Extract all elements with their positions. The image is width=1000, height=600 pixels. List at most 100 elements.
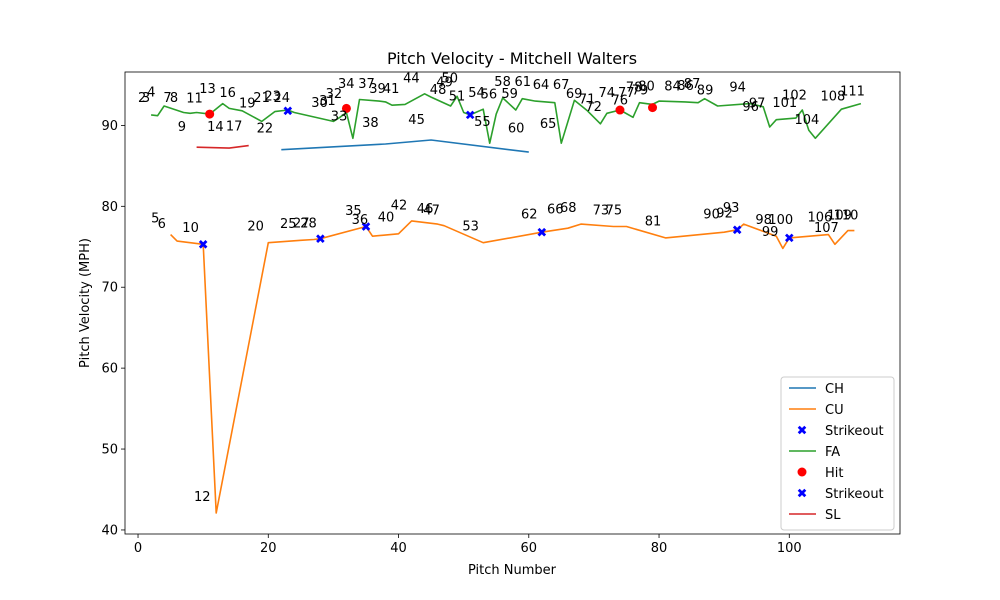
pitch-number-label: 97 xyxy=(749,97,766,112)
pitch-number-label: 42 xyxy=(391,199,408,214)
legend-label: Hit xyxy=(825,466,843,481)
pitch-number-label: 39 xyxy=(369,82,386,97)
pitch-number-label: 37 xyxy=(358,77,375,92)
pitch-number-label: 58 xyxy=(494,75,511,90)
pitch-number-label: 49 xyxy=(436,76,453,91)
pitch-number-label: 41 xyxy=(383,82,400,97)
legend-marker xyxy=(797,425,807,435)
pitch-number-label: 35 xyxy=(345,204,362,219)
pitch-number-label: 55 xyxy=(474,115,491,130)
y-tick-label: 50 xyxy=(101,443,118,458)
series-ch xyxy=(281,139,529,153)
legend-marker xyxy=(797,488,807,498)
pitch-number-label: 51 xyxy=(449,89,466,104)
x-tick-label: 0 xyxy=(134,541,142,556)
pitch-number-label: 86 xyxy=(677,79,694,94)
pitch-number-label: 62 xyxy=(521,207,538,222)
strikeout-marker xyxy=(537,227,547,237)
x-tick-label: 100 xyxy=(777,541,802,556)
legend-label: CU xyxy=(825,403,844,418)
x-tick-label: 80 xyxy=(651,541,668,556)
pitch-number-label: 72 xyxy=(585,100,602,115)
x-tick-label: 20 xyxy=(260,541,277,556)
pitch-number-label: 65 xyxy=(540,117,557,132)
strikeout-marker xyxy=(784,233,794,243)
pitch-number-label: 40 xyxy=(378,211,395,226)
x-axis-label: Pitch Number xyxy=(468,563,557,578)
y-tick-label: 70 xyxy=(101,281,118,296)
pitch-number-label: 44 xyxy=(403,72,420,87)
hit-marker xyxy=(205,109,215,119)
pitch-number-label: 92 xyxy=(716,207,733,222)
pitch-number-label: 53 xyxy=(462,220,479,235)
pitch-number-label: 67 xyxy=(553,78,570,93)
strikeout-marker xyxy=(283,106,293,116)
pitch-number-label: 7 xyxy=(163,91,171,106)
chart-title: Pitch Velocity - Mitchell Walters xyxy=(387,49,637,68)
strikeout-marker xyxy=(465,110,475,120)
pitch-number-label: 90 xyxy=(703,207,720,222)
pitch-number-label: 2 xyxy=(138,91,146,106)
x-tick-label: 60 xyxy=(521,541,538,556)
x-tick-label: 40 xyxy=(390,541,407,556)
y-tick-label: 80 xyxy=(101,200,118,215)
pitch-number-label: 104 xyxy=(795,113,820,128)
pitch-number-label: 3 xyxy=(142,91,150,106)
pitch-number-label: 64 xyxy=(533,78,550,93)
pitch-number-label: 111 xyxy=(840,85,865,100)
hit-marker xyxy=(341,103,351,113)
pitch-number-label: 21 xyxy=(253,91,270,106)
pitch-number-label: 87 xyxy=(684,77,701,92)
pitch-number-label: 75 xyxy=(606,203,623,218)
pitch-number-label: 108 xyxy=(821,89,846,104)
pitch-number-label: 5 xyxy=(151,212,159,227)
legend-label: SL xyxy=(825,508,841,523)
pitch-number-label: 61 xyxy=(515,75,532,90)
pitch-number-label: 99 xyxy=(762,225,779,240)
pitch-number-label: 22 xyxy=(257,122,274,137)
pitch-number-label: 36 xyxy=(352,213,369,228)
pitch-number-label: 31 xyxy=(319,94,336,109)
pitch-number-label: 81 xyxy=(645,215,662,230)
series-line xyxy=(281,139,529,153)
series-line xyxy=(151,93,862,144)
x-axis: 0 20 40 60 80 100 xyxy=(134,534,802,556)
pitch-number-label: 80 xyxy=(638,80,655,95)
legend-item: SL xyxy=(789,508,841,523)
pitch-number-label: 45 xyxy=(408,113,425,128)
pitch-number-label: 76 xyxy=(612,93,629,108)
pitch-number-label: 102 xyxy=(782,89,807,104)
pitch-number-label: 73 xyxy=(593,203,610,218)
pitch-number-label: 32 xyxy=(326,87,343,102)
pitch-number-label: 110 xyxy=(834,208,859,223)
pitch-number-label: 98 xyxy=(755,213,772,228)
pitch-number-label: 71 xyxy=(579,93,596,108)
pitch-number-label: 106 xyxy=(808,211,833,226)
series-strikeout xyxy=(283,106,475,120)
pitch-number-label: 6 xyxy=(158,217,166,232)
legend-marker xyxy=(797,467,807,477)
plot-frame xyxy=(124,71,901,535)
pitch-number-label: 69 xyxy=(566,87,583,102)
strikeout-marker xyxy=(361,222,371,231)
strikeout-marker xyxy=(198,240,208,249)
pitch-number-label: 13 xyxy=(199,82,216,97)
pitch-number-label: 107 xyxy=(814,221,839,236)
hit-marker xyxy=(615,105,625,115)
pitch-number-label: 109 xyxy=(827,208,852,223)
legend-item: Strikeout xyxy=(797,424,884,439)
legend-item: CU xyxy=(789,403,844,418)
legend-label: CH xyxy=(825,382,844,397)
pitch-number-label: 60 xyxy=(508,122,525,137)
pitch-number-label: 96 xyxy=(742,100,759,115)
pitch-number-label: 101 xyxy=(772,96,797,111)
pitch-number-label: 100 xyxy=(768,213,793,228)
pitch-number-label: 77 xyxy=(618,86,635,101)
pitch-number-label: 10 xyxy=(182,221,199,236)
pitch-number-label: 50 xyxy=(442,72,459,87)
legend-item: Strikeout xyxy=(797,487,884,502)
legend-item: Hit xyxy=(797,466,843,481)
pitch-number-label: 94 xyxy=(729,80,746,95)
